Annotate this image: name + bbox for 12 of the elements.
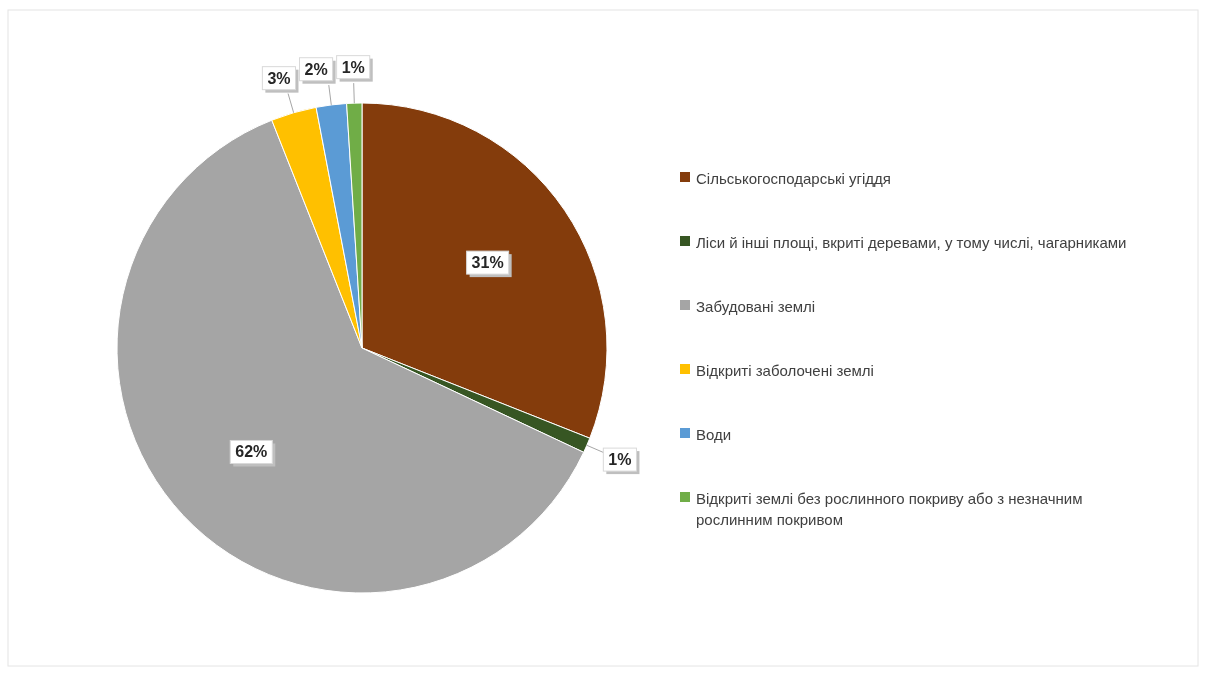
legend-label: Сільськогосподарські угіддя <box>696 169 891 187</box>
data-label: 3% <box>267 69 291 87</box>
legend-label: Води <box>696 425 732 443</box>
legend-label: Відкриті заболочені землі <box>696 361 874 379</box>
data-label: 2% <box>304 60 328 78</box>
legend-label: Відкриті землі без рослинного покриву або з незначним рослинним покривом <box>696 489 1083 528</box>
data-label: 31% <box>471 254 504 272</box>
data-label: 1% <box>341 58 365 76</box>
data-label: 62% <box>235 443 268 461</box>
legend-label: Ліси й інші площі, вкриті деревами, у тому числі, чагарниками <box>696 233 1127 251</box>
legend-label: Забудовані землі <box>696 297 816 315</box>
data-label: 1% <box>608 451 632 469</box>
